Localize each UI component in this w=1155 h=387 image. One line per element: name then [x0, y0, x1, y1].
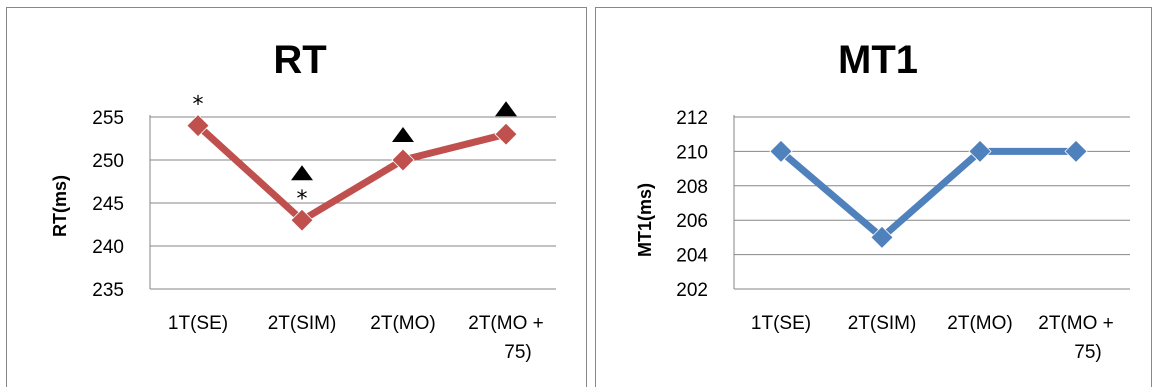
mt1-y-tick-label: 204 — [676, 246, 708, 267]
mt1-y-tick-label: 210 — [676, 142, 708, 163]
significance-asterisk-annotation: * — [297, 187, 308, 212]
mt1-y-tick-label: 212 — [676, 108, 708, 129]
significance-triangle-label: ▲ — [498, 97, 515, 122]
mt1-data-point — [1064, 139, 1088, 163]
significance-triangle-annotation — [495, 101, 517, 117]
significance-triangle-annotation — [392, 127, 414, 142]
rt-x-tick-label: 2T(MO +75) — [468, 313, 543, 363]
rt-y-tick-label: 245 — [92, 194, 124, 215]
significance-triangle-label: ▲ — [395, 123, 412, 148]
rt-data-point — [290, 208, 314, 232]
significance-triangle-label: ▲ — [294, 161, 311, 186]
mt1-data-point — [769, 139, 793, 163]
rt-data-point — [494, 122, 518, 146]
mt1-y-tick-label: 208 — [676, 177, 708, 198]
rt-chart: RT RT(ms) 235 240 245 250 255 1T(SE) 2T(SIM) 2T… — [50, 38, 556, 363]
rt-y-tick-label: 250 — [92, 151, 124, 172]
rt-y-tick-label: 255 — [92, 108, 124, 129]
rt-data-point — [391, 148, 415, 172]
rt-data-point — [186, 114, 210, 138]
mt1-chart: MT1 MT1(ms) 202 204 206 208 210 212 1T(SE) 2T(S… — [635, 38, 1130, 363]
mt1-x-tick-label: 1T(SE) — [751, 313, 811, 334]
mt1-y-tick-label: 202 — [676, 280, 708, 301]
rt-x-tick-label: 2T(SIM) — [268, 313, 337, 334]
chart-panel-mt1-border — [595, 7, 1152, 387]
mt1-x-tick-label: 2T(MO) — [947, 313, 1012, 334]
mt1-chart-title: MT1 — [838, 38, 918, 82]
rt-y-axis-label: RT(ms) — [50, 175, 70, 237]
rt-chart-title: RT — [273, 38, 326, 82]
mt1-data-point — [968, 139, 992, 163]
rt-y-tick-label: 240 — [92, 237, 124, 258]
rt-x-tick-label: 1T(SE) — [168, 313, 228, 334]
rt-series-line — [195, 123, 507, 224]
chart-panel-rt-border — [6, 7, 587, 387]
mt1-y-axis-label: MT1(ms) — [635, 183, 655, 257]
mt1-x-tick-label: 2T(SIM) — [848, 313, 917, 334]
significance-asterisk-annotation: * — [193, 93, 204, 118]
mt1-data-point — [870, 225, 894, 249]
mt1-x-tick-label: 2T(MO +75) — [1038, 313, 1113, 363]
mt1-y-tick-label: 206 — [676, 211, 708, 232]
rt-x-tick-label: 2T(MO) — [370, 313, 435, 334]
significance-triangle-annotation — [291, 165, 313, 181]
rt-y-tick-label: 235 — [92, 280, 124, 301]
mt1-series-line — [778, 147, 1076, 241]
